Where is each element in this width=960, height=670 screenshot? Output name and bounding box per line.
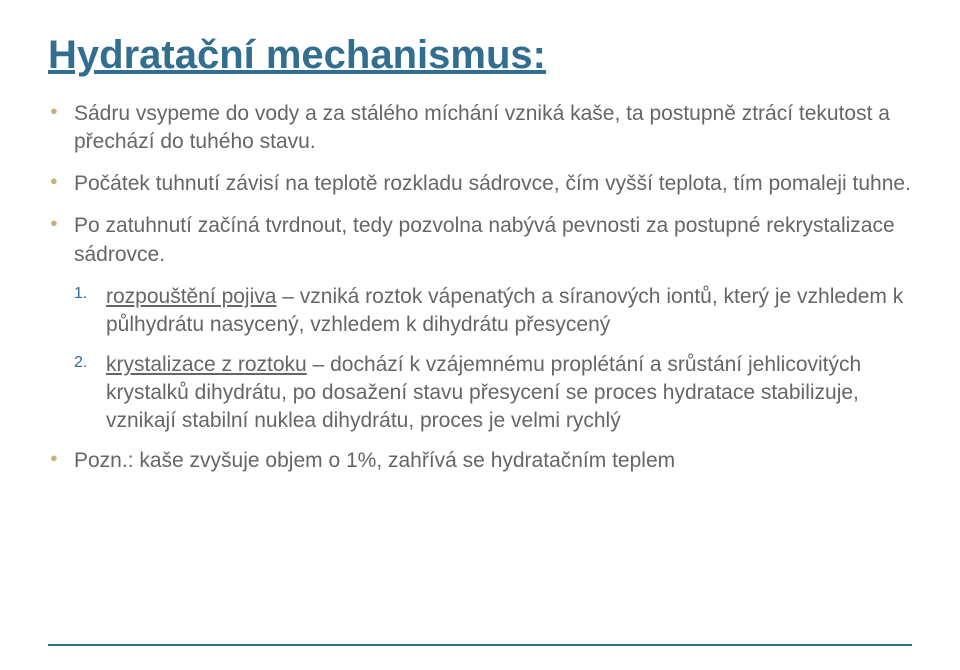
bullet-item: Počátek tuhnutí závisí na teplotě rozkla… [48,170,912,198]
bullet-item: Po zatuhnutí začíná tvrdnout, tedy pozvo… [48,212,912,268]
bullet-list: Sádru vsypeme do vody a za stálého míchá… [48,100,912,269]
numbered-list: rozpouštění pojiva – vzniká roztok vápen… [48,283,912,436]
note-item: Pozn.: kaše zvyšuje objem o 1%, zahřívá … [48,447,912,475]
numbered-item: rozpouštění pojiva – vzniká roztok vápen… [48,283,912,339]
slide-title: Hydratační mechanismus: [48,32,912,78]
step-lead: krystalizace z roztoku [106,353,307,376]
step-lead: rozpouštění pojiva [106,285,276,308]
slide: Hydratační mechanismus: Sádru vsypeme do… [0,0,960,670]
bullet-item: Sádru vsypeme do vody a za stálého míchá… [48,100,912,156]
numbered-item: krystalizace z roztoku – dochází k vzáje… [48,351,912,435]
note-list: Pozn.: kaše zvyšuje objem o 1%, zahřívá … [48,447,912,475]
footer-divider [48,644,912,646]
